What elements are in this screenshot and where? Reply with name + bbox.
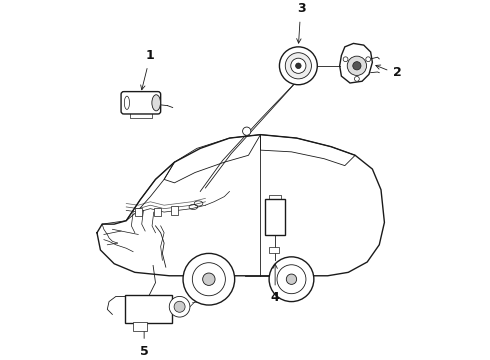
Circle shape [285,53,312,79]
Text: 4: 4 [271,291,279,304]
Text: 2: 2 [393,66,402,79]
Circle shape [169,296,190,317]
Circle shape [353,62,361,70]
Circle shape [183,253,235,305]
Circle shape [286,274,296,284]
Circle shape [343,57,348,62]
Text: 5: 5 [140,345,148,357]
FancyBboxPatch shape [121,91,161,114]
Ellipse shape [152,95,161,111]
Polygon shape [340,44,372,83]
Circle shape [203,273,215,285]
Ellipse shape [124,96,129,109]
Circle shape [354,76,359,81]
Circle shape [291,58,306,73]
Circle shape [295,63,301,68]
Text: 1: 1 [145,49,154,62]
Circle shape [279,47,318,85]
Bar [154,208,161,216]
Bar [135,208,142,216]
Bar [133,322,147,331]
Circle shape [243,127,251,135]
Text: 3: 3 [297,2,306,15]
FancyBboxPatch shape [265,199,285,235]
FancyBboxPatch shape [125,296,172,323]
Bar [269,247,279,253]
Circle shape [269,257,314,302]
Bar [171,206,178,215]
Circle shape [174,301,185,312]
Circle shape [366,57,370,62]
Circle shape [347,56,367,76]
